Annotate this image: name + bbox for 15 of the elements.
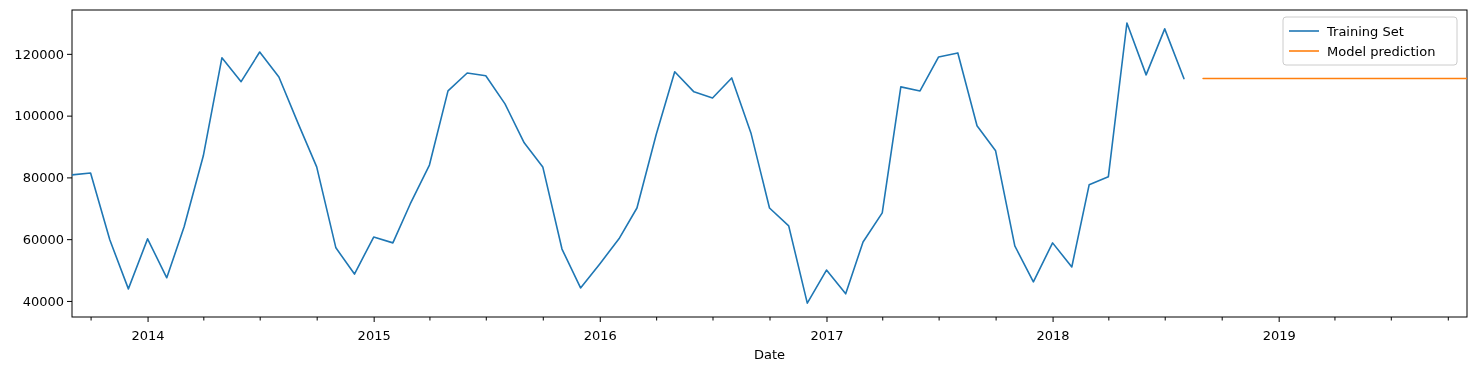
y-tick-label: 120000 xyxy=(14,46,64,62)
x-tick-label: 2017 xyxy=(810,328,844,344)
y-tick-label: 100000 xyxy=(14,108,64,124)
line-series xyxy=(72,22,1185,304)
x-tick-label: 2014 xyxy=(131,328,165,344)
y-tick-label: 80000 xyxy=(22,170,64,186)
x-axis-title: Date xyxy=(753,347,786,362)
x-tick-label: 2018 xyxy=(1036,328,1070,344)
x-tick-label: 2015 xyxy=(357,328,391,344)
legend-label: Model prediction xyxy=(1327,43,1436,59)
x-tick-label: 2016 xyxy=(583,328,617,344)
y-tick-label: 60000 xyxy=(22,231,64,247)
y-tick-label: 40000 xyxy=(22,293,64,309)
x-tick-label: 2019 xyxy=(1262,328,1296,344)
legend-label: Training Set xyxy=(1326,23,1404,39)
